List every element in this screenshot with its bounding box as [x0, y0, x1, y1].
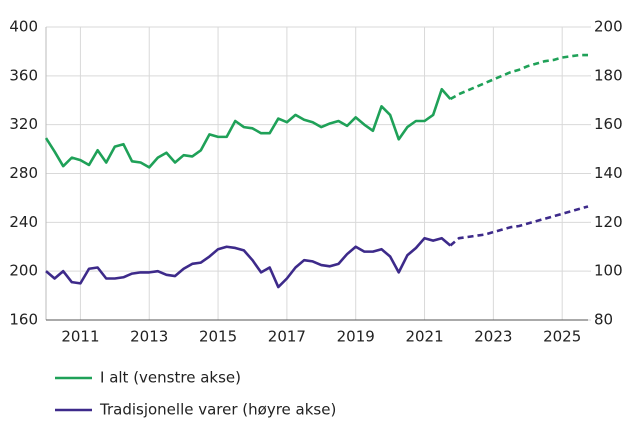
forecast-line — [449, 53, 588, 101]
y-tick-label: 200 — [9, 262, 38, 280]
x-tick-label: 2013 — [130, 328, 168, 346]
series-line — [44, 87, 452, 169]
series-line — [45, 236, 452, 289]
y2-tick-label: 80 — [594, 311, 613, 329]
x-tick-label: 2017 — [268, 328, 306, 346]
legend-label: Tradisjonelle varer (høyre akse) — [99, 401, 336, 419]
y-tick-label: 280 — [9, 164, 38, 182]
y2-tick-label: 200 — [594, 18, 623, 36]
y2-tick-label: 160 — [594, 115, 623, 133]
y-tick-label: 400 — [9, 18, 38, 36]
y2-tick-label: 120 — [594, 213, 623, 231]
y2-tick-label: 100 — [594, 262, 623, 280]
x-tick-label: 2023 — [474, 328, 512, 346]
x-tick-label: 2025 — [543, 328, 581, 346]
x-tick-label: 2021 — [405, 328, 443, 346]
y-tick-label: 320 — [9, 115, 38, 133]
y2-tick-label: 140 — [594, 164, 623, 182]
x-tick-label: 2019 — [337, 328, 375, 346]
legend-label: I alt (venstre akse) — [100, 369, 241, 387]
x-tick-label: 2011 — [61, 328, 99, 346]
y2-tick-label: 180 — [594, 66, 623, 84]
y-tick-label: 160 — [9, 311, 38, 329]
y-tick-label: 360 — [9, 66, 38, 84]
forecast-line — [449, 205, 589, 247]
x-tick-label: 2015 — [199, 328, 237, 346]
y-tick-label: 240 — [9, 213, 38, 231]
